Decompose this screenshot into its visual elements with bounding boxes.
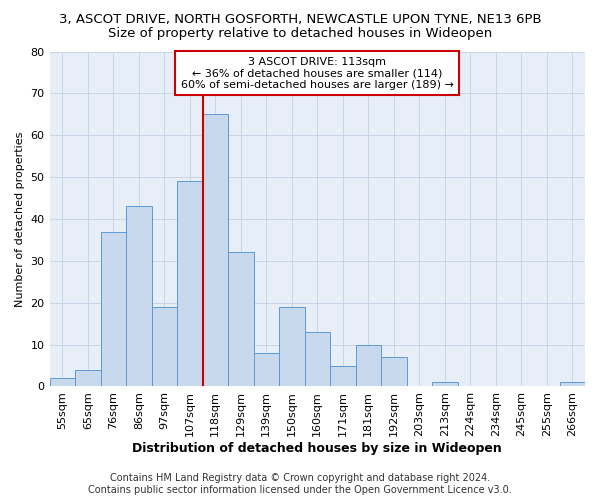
Text: 3 ASCOT DRIVE: 113sqm
← 36% of detached houses are smaller (114)
60% of semi-det: 3 ASCOT DRIVE: 113sqm ← 36% of detached … <box>181 56 454 90</box>
Bar <box>126 206 152 386</box>
Bar <box>50 378 75 386</box>
Bar <box>101 232 126 386</box>
Bar <box>381 357 407 386</box>
Bar <box>330 366 356 386</box>
Bar <box>203 114 228 386</box>
X-axis label: Distribution of detached houses by size in Wideopen: Distribution of detached houses by size … <box>133 442 502 455</box>
Bar <box>560 382 585 386</box>
Bar <box>177 182 203 386</box>
Y-axis label: Number of detached properties: Number of detached properties <box>15 132 25 306</box>
Bar <box>75 370 101 386</box>
Bar <box>305 332 330 386</box>
Text: 3, ASCOT DRIVE, NORTH GOSFORTH, NEWCASTLE UPON TYNE, NE13 6PB: 3, ASCOT DRIVE, NORTH GOSFORTH, NEWCASTL… <box>59 12 541 26</box>
Bar <box>228 252 254 386</box>
Bar <box>254 353 279 386</box>
Bar <box>356 344 381 387</box>
Text: Size of property relative to detached houses in Wideopen: Size of property relative to detached ho… <box>108 28 492 40</box>
Bar <box>279 307 305 386</box>
Bar <box>432 382 458 386</box>
Bar <box>152 307 177 386</box>
Text: Contains HM Land Registry data © Crown copyright and database right 2024.
Contai: Contains HM Land Registry data © Crown c… <box>88 474 512 495</box>
